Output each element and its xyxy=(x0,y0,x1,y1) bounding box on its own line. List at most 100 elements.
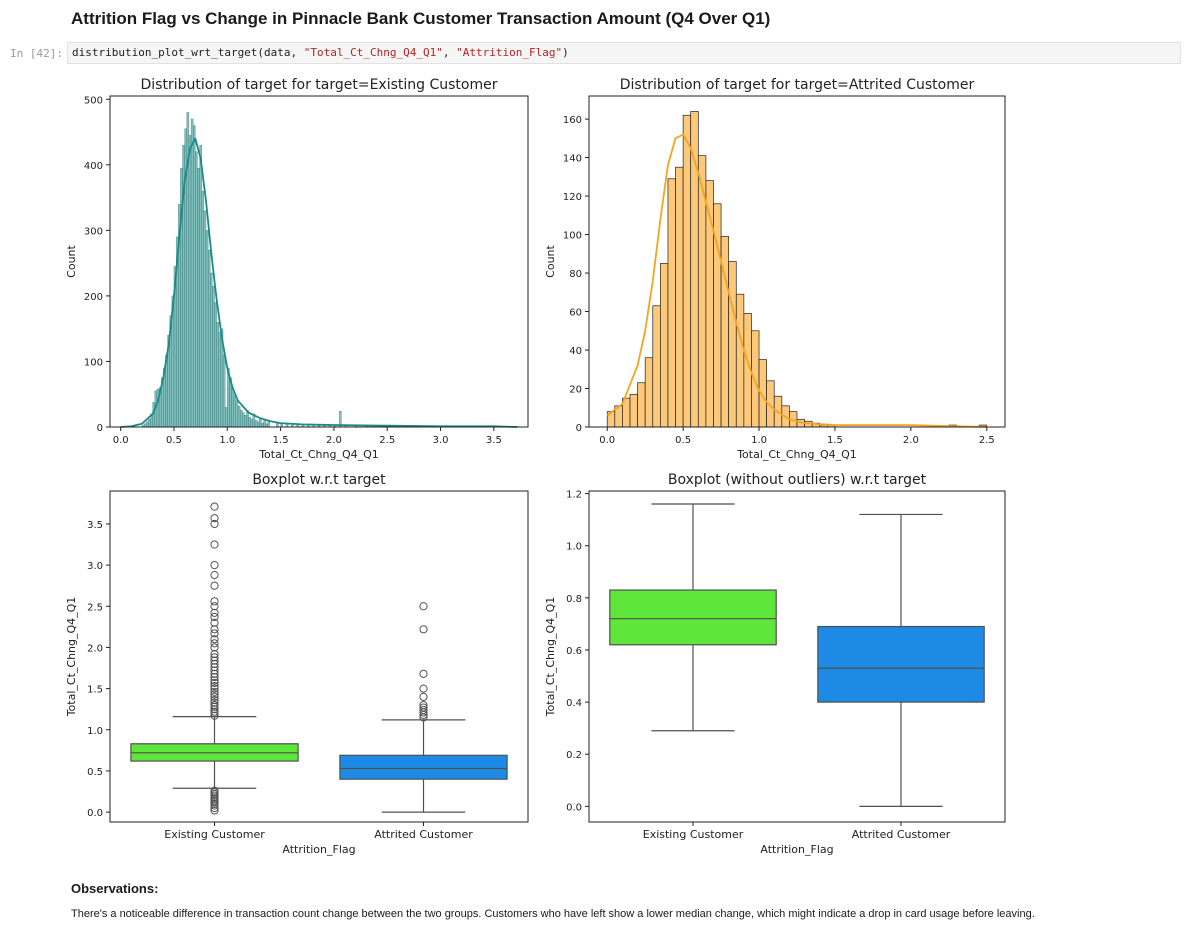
hist_existing-bar xyxy=(199,145,202,428)
boxplot_all-flier xyxy=(210,711,219,720)
hist_existing-bar xyxy=(207,249,211,428)
hist_attrited-xlabel: Total_Ct_Chng_Q4_Q1 xyxy=(736,448,857,461)
boxplot_all-ylabel: Total_Ct_Chng_Q4_Q1 xyxy=(65,597,78,718)
hist_attrited-ytick-label: 80 xyxy=(569,269,582,280)
code-sep: , xyxy=(442,46,457,59)
hist_existing-xtick-label: 0.5 xyxy=(166,435,182,446)
boxplot_all-flier xyxy=(210,602,219,611)
hist_existing-bar xyxy=(195,151,198,428)
boxplot_all-flier xyxy=(210,707,219,716)
hist_existing-xtick-label: 1.5 xyxy=(273,435,289,446)
boxplot_all-ytick-label: 0.0 xyxy=(87,808,103,819)
code-suffix: ) xyxy=(562,46,569,59)
boxplot_all-flier xyxy=(210,629,219,638)
code-prefix: distribution_plot_wrt_target(data, xyxy=(72,46,304,59)
boxplot_all-ytick-label: 1.0 xyxy=(87,726,103,737)
boxplot_no_outliers-ytick-label: 0.4 xyxy=(566,698,582,709)
boxplot_all-flier xyxy=(210,669,219,678)
hist_existing-frame xyxy=(109,95,529,428)
boxplot_all-flier xyxy=(210,597,219,606)
boxplot_all-flier xyxy=(210,705,219,714)
hist_existing-ylabel: Count xyxy=(65,244,78,277)
boxplot_all-frame xyxy=(109,490,529,823)
hist_attrited-bar xyxy=(667,178,676,428)
hist_attrited-xtick-label: 0.0 xyxy=(599,435,615,446)
boxplot_all-flier xyxy=(419,700,428,710)
hist_attrited-xtick-label: 0.5 xyxy=(675,435,691,446)
boxplot_all-flier xyxy=(419,625,428,634)
boxplot_no_outliers-xlabel: Attrition_Flag xyxy=(760,843,833,856)
hist_existing-title: Distribution of target for target=Existi… xyxy=(141,77,498,93)
code-cell[interactable]: distribution_plot_wrt_target(data, "Tota… xyxy=(67,42,1181,64)
hist_attrited-ytick-label: 20 xyxy=(569,385,582,396)
boxplot_all-flier xyxy=(210,635,219,644)
hist_existing-ytick-label: 500 xyxy=(84,95,103,106)
hist_attrited-kde-line xyxy=(606,133,987,428)
hist_existing-bar xyxy=(203,210,207,428)
boxplot_all-flier xyxy=(210,678,219,687)
hist_existing-ytick-label: 400 xyxy=(84,161,103,172)
hist_attrited-ytick-label: 140 xyxy=(563,154,582,165)
hist_attrited-ytick-label: 120 xyxy=(563,192,582,203)
hist_existing-bar xyxy=(205,230,209,428)
boxplot_no_outliers-ytick-label: 1.2 xyxy=(566,490,582,501)
hist_attrited-bar xyxy=(652,305,661,428)
boxplot_all-flier xyxy=(210,639,219,648)
boxplot_all-title: Boxplot w.r.t target xyxy=(252,472,386,488)
hist_attrited-ytick-label: 100 xyxy=(563,231,582,242)
hist_attrited-bar xyxy=(735,293,745,428)
boxplot_no_outliers-ytick-label: 0.2 xyxy=(566,750,582,761)
boxplot_all-box xyxy=(339,754,508,780)
boxplot_all-flier xyxy=(210,581,219,590)
boxplot_all-xlabel: Attrition_Flag xyxy=(282,843,355,856)
boxplot_all-ytick-label: 2.0 xyxy=(87,643,103,654)
hist_existing-ytick-label: 200 xyxy=(84,292,103,303)
hist_attrited-frame xyxy=(588,95,1006,428)
boxplot_all-flier xyxy=(419,669,428,678)
boxplot_all-ytick-label: 3.5 xyxy=(87,520,103,531)
hist_existing-bar xyxy=(235,400,239,428)
hist_existing-bar xyxy=(201,190,204,428)
code-arg-column: "Total_Ct_Chng_Q4_Q1" xyxy=(303,46,443,59)
boxplot_all-flier xyxy=(210,643,219,652)
hist_existing-bar xyxy=(222,354,226,428)
hist_existing-bar xyxy=(244,415,247,428)
hist_attrited-title: Distribution of target for target=Attrit… xyxy=(620,77,975,93)
hist_attrited-xtick-label: 2.0 xyxy=(903,435,919,446)
boxplot_no_outliers-frame xyxy=(588,490,1006,823)
hist_existing-bar xyxy=(257,421,260,428)
boxplot_all-flier xyxy=(419,684,428,693)
hist_existing-bar xyxy=(263,420,266,428)
boxplot_all-flier xyxy=(210,659,219,669)
boxplot_all-xtick-label: Attrited Customer xyxy=(374,828,473,841)
boxplot_all-flier xyxy=(210,692,219,701)
hist_existing-bar xyxy=(237,405,241,428)
hist_existing-xlabel: Total_Ct_Chng_Q4_Q1 xyxy=(258,448,379,461)
boxplot_all-flier xyxy=(210,786,219,795)
hist_attrited-bar xyxy=(644,357,654,428)
boxplot_all-flier xyxy=(210,519,219,529)
boxplot_all-flier xyxy=(210,625,219,634)
observations-title: Observations: xyxy=(71,881,159,896)
boxplot_all-flier xyxy=(210,698,219,707)
boxplot_all-flier xyxy=(210,700,219,710)
boxplot_all-ytick-label: 0.5 xyxy=(87,767,103,778)
hist_existing-bar xyxy=(254,420,258,428)
code-arg-target: "Attrition_Flag" xyxy=(456,46,563,59)
boxplot_no_outliers-ytick-label: 0.8 xyxy=(566,594,582,605)
hist_existing-bar xyxy=(231,387,234,428)
boxplot_all-flier xyxy=(210,618,219,627)
boxplot_all-flier xyxy=(210,687,219,697)
hist_existing-bar xyxy=(188,135,192,428)
boxplot_no_outliers-xtick-label: Existing Customer xyxy=(643,828,744,841)
hist_existing-bar xyxy=(225,407,228,428)
boxplot_all-flier xyxy=(210,653,219,662)
boxplot_all-flier xyxy=(419,705,428,715)
hist_existing-xtick-label: 3.5 xyxy=(486,435,502,446)
boxplot_all-flier xyxy=(210,696,219,705)
hist_attrited-ytick-label: 40 xyxy=(569,346,582,357)
hist_attrited-xtick-label: 1.5 xyxy=(827,435,843,446)
hist_existing-bar xyxy=(190,118,194,428)
hist_attrited-bar xyxy=(751,330,760,428)
boxplot_all-flier xyxy=(419,703,428,712)
